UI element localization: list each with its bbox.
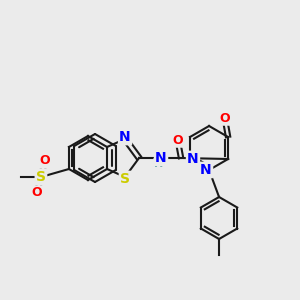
Text: N: N: [187, 152, 199, 166]
Text: O: O: [220, 112, 230, 124]
Text: N: N: [200, 163, 212, 177]
Text: O: O: [32, 187, 42, 200]
Text: H: H: [154, 159, 164, 169]
Text: N: N: [119, 130, 131, 144]
Text: N: N: [155, 151, 167, 165]
Text: O: O: [173, 134, 183, 146]
Text: S: S: [120, 172, 130, 186]
Text: S: S: [36, 170, 46, 184]
Text: O: O: [40, 154, 50, 167]
